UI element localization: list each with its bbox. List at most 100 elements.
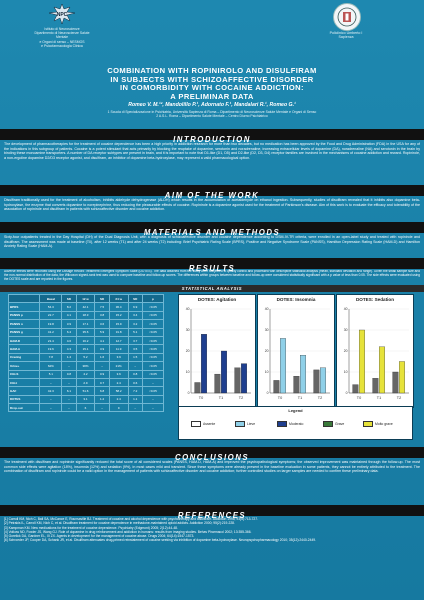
table-cell: 18.3 bbox=[75, 310, 96, 321]
table-cell: 3.9 bbox=[108, 352, 129, 363]
table-header-cell: SD bbox=[127, 293, 143, 304]
statistics-table: Basal SD 12 w SD 24 w SD p BPRS 54.3 8.2 42.1 7.5 3… bbox=[7, 293, 165, 413]
title-line: IN COMORBIDITY WITH COCAINE ADDICTION: bbox=[120, 83, 304, 93]
legend-title: Legend bbox=[288, 408, 303, 413]
table-cell: 1.5 bbox=[127, 352, 143, 363]
logo-right-line: Sapienza bbox=[338, 35, 354, 40]
y-tick-label: 40 bbox=[265, 307, 269, 311]
logo-left-line: Dipartimento di Neuroscienze Salute Ment… bbox=[34, 31, 90, 40]
results-text: Adverse effects were recorded using the … bbox=[4, 270, 420, 281]
table-cell: 42.1 bbox=[75, 302, 96, 312]
statistical-analysis-bar: STATISTICAL ANALYSIS bbox=[0, 285, 424, 292]
bar bbox=[320, 367, 326, 394]
table-cell: 21.4 bbox=[39, 335, 63, 346]
table-cell: 4.6 bbox=[61, 335, 77, 346]
table-cell: 1.6 bbox=[94, 352, 110, 363]
chart-agitation: DOTES: Agitation 0 10 20 30 40 T0 T1 T2 bbox=[178, 294, 256, 408]
legend-swatch bbox=[277, 421, 287, 427]
table-cell: PANSS g bbox=[7, 327, 41, 337]
university-emblem-icon: NPC bbox=[48, 3, 76, 25]
table-cell: <0.05 bbox=[141, 344, 165, 354]
table-cell: 0.6 bbox=[127, 377, 143, 388]
table-cell: 6 bbox=[75, 403, 96, 413]
table-cell: 22.7 bbox=[39, 310, 63, 321]
table-cell: 15.1 bbox=[75, 344, 96, 354]
table-cell: 51.6 bbox=[75, 386, 96, 396]
x-tick-label: T0 bbox=[357, 396, 361, 400]
table-cell: <0.05 bbox=[141, 335, 165, 346]
table-header-cell: 12 w bbox=[75, 293, 96, 304]
poster-title: COMBINATION WITH ROPINIROLO AND DISULFIR… bbox=[30, 66, 394, 101]
table-cell: 0.8 bbox=[127, 369, 143, 379]
logo-right-line: Policlinico Umberto I bbox=[329, 31, 363, 35]
table-header-row: Basal SD 12 w SD 24 w SD p bbox=[7, 293, 165, 304]
table-row: HAM-D 21.4 4.6 16.2 4.1 12.7 3.7 <0.05 bbox=[7, 335, 165, 346]
y-tick-label: 0 bbox=[267, 391, 269, 395]
reference-item: [5] Gorelick DA, Gardner EL, Xi ZX. Agen… bbox=[4, 534, 195, 539]
table-cell: 5.9 bbox=[94, 327, 110, 337]
table-cell: 1.4 bbox=[61, 352, 77, 363]
legend-label: Molto grave bbox=[375, 422, 393, 426]
affiliation-line: 1 Scuola di Specializzazione in Psichiat… bbox=[107, 110, 317, 114]
bar bbox=[313, 369, 320, 394]
table-cell: 21% bbox=[108, 361, 129, 371]
table-cell: <0.05 bbox=[141, 327, 165, 337]
table-cell: <0.05 bbox=[141, 361, 165, 371]
legend-label: Moderato bbox=[289, 422, 304, 426]
table-cell: 3.5 bbox=[127, 344, 143, 354]
section-title: AIM OF THE WORK bbox=[164, 191, 260, 200]
bar bbox=[234, 367, 241, 394]
table-header-cell: SD bbox=[61, 293, 77, 304]
table-cell: 9 bbox=[108, 403, 129, 413]
section-conclusions: CONCLUSIONS bbox=[0, 447, 424, 462]
table-cell: – bbox=[94, 361, 110, 371]
y-tick-label: 0 bbox=[188, 391, 190, 395]
table-cell: 5.1 bbox=[39, 369, 63, 379]
table-header-cell: Basal bbox=[39, 293, 63, 304]
bar bbox=[293, 376, 300, 394]
table-cell: – bbox=[141, 377, 165, 388]
x-tick-label: T1 bbox=[219, 396, 223, 400]
table-cell: 4.3 bbox=[61, 344, 77, 354]
section-materials: MATERIALS AND METHODS bbox=[0, 222, 424, 237]
legend-item: Moderato bbox=[277, 421, 303, 427]
table-cell: 41.2 bbox=[39, 327, 63, 337]
table-cell: HAM-D bbox=[7, 335, 41, 346]
section-title: REFERENCES bbox=[177, 511, 247, 520]
table-cell: 6.9 bbox=[127, 302, 143, 312]
reference-item: [1] Carroll KM, Nich C, Ball SA, McCance… bbox=[4, 517, 258, 521]
legend-label: Lieve bbox=[247, 422, 256, 426]
table-header-cell: SD bbox=[94, 293, 110, 304]
table-cell: – bbox=[61, 361, 77, 371]
table-cell: 8.2 bbox=[61, 302, 77, 312]
bar bbox=[221, 350, 227, 394]
table-cell: 42.3 bbox=[39, 386, 63, 396]
table-cell: – bbox=[141, 403, 165, 413]
table-row: PANSS n 19.8 3.9 17.1 3.6 15.9 3.2 <0.05 bbox=[7, 319, 165, 329]
bar bbox=[379, 346, 385, 394]
legend-item: Molto grave bbox=[363, 421, 393, 427]
table-cell: 3.9 bbox=[94, 344, 110, 354]
table-cell: 7.5 bbox=[94, 302, 110, 312]
chart-sedation-svg: 0 10 20 30 40 T0 T1 T2 bbox=[344, 307, 409, 400]
table-cell: – bbox=[94, 403, 110, 413]
table-cell: 3.1 bbox=[75, 394, 96, 405]
table-row: PANSS g 41.2 6.4 35.6 5.9 31.8 5.1 <0.05 bbox=[7, 327, 165, 337]
table-cell: PANSS n bbox=[7, 319, 41, 329]
x-tick-label: T2 bbox=[318, 396, 322, 400]
table-cell: <0.05 bbox=[141, 319, 165, 329]
table-cell: 58.2 bbox=[108, 386, 129, 396]
section-results: RESULTS bbox=[0, 258, 424, 273]
authors: Romeo V. M.¹², Mandolillo P.¹, Adornato … bbox=[128, 102, 296, 108]
table-cell: 3.2 bbox=[127, 319, 143, 329]
legend-swatch bbox=[323, 421, 333, 427]
table-header-cell: 24 w bbox=[108, 293, 129, 304]
table-cell: PANSS p bbox=[7, 310, 41, 321]
table-cell: 16.2 bbox=[75, 335, 96, 346]
table-cell: – bbox=[39, 403, 63, 413]
y-tick-label: 40 bbox=[344, 307, 348, 311]
table-cell: 36.4 bbox=[108, 302, 129, 312]
chart-sedation: DOTES: Sedation 0 10 20 30 40 T0 T1 T2 bbox=[336, 294, 414, 408]
table-cell: 6.4 bbox=[61, 327, 77, 337]
